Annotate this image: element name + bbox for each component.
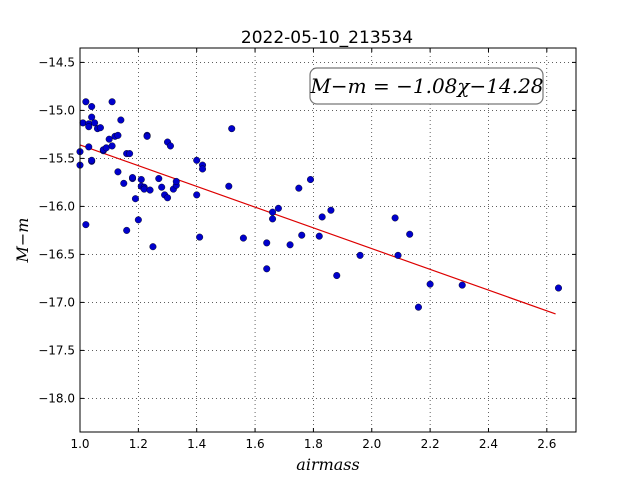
data-point <box>286 241 294 249</box>
data-point <box>554 284 562 292</box>
data-point <box>131 195 139 203</box>
data-point <box>295 184 303 192</box>
data-point <box>263 239 271 247</box>
x-tick-label: 2.2 <box>421 437 440 451</box>
data-point <box>239 234 247 242</box>
data-point <box>96 124 104 132</box>
data-point <box>318 213 326 221</box>
x-tick-label: 1.8 <box>304 437 323 451</box>
data-point <box>394 251 402 259</box>
data-point <box>137 176 145 184</box>
data-point <box>298 231 306 239</box>
data-point <box>85 123 93 131</box>
data-point <box>406 230 414 238</box>
data-point <box>274 204 282 212</box>
data-point <box>426 280 434 288</box>
data-point <box>108 142 116 150</box>
x-tick-label: 1.4 <box>187 437 206 451</box>
y-axis-label: M−m <box>13 218 32 264</box>
data-point <box>91 119 99 127</box>
data-point <box>155 175 163 183</box>
data-point <box>82 221 90 229</box>
fit-annotation-box: M−m = −1.08χ−14.28 <box>309 67 544 105</box>
data-point <box>79 119 87 127</box>
data-point <box>143 132 151 140</box>
y-tick-label: −15.5 <box>38 151 75 165</box>
data-point <box>228 125 236 133</box>
data-point <box>117 116 125 124</box>
fit-line-layer <box>79 144 556 315</box>
annotation-frame <box>309 67 544 105</box>
data-point <box>129 174 137 182</box>
axis-ticks: 1.0 1.2 1.4 1.6 1.8 2.0 2.2 2.4 2.6 −14.5 −15.0 −15… <box>38 48 576 451</box>
data-point <box>315 232 323 240</box>
data-point <box>225 182 233 190</box>
data-point <box>105 135 113 143</box>
data-point <box>172 177 180 185</box>
data-point <box>140 185 148 193</box>
x-tick-label: 1.2 <box>129 437 148 451</box>
data-points <box>76 98 562 311</box>
x-tick-label: 1.6 <box>246 437 265 451</box>
y-tick-label: −15.0 <box>38 103 75 117</box>
data-point <box>126 150 134 158</box>
data-point <box>123 226 131 234</box>
chart-title: 2022-05-10_213534 <box>241 28 413 48</box>
y-tick-label: −14.5 <box>38 55 75 69</box>
data-point <box>85 143 93 151</box>
y-tick-label: −16.5 <box>38 247 75 261</box>
data-point <box>414 303 422 311</box>
data-point <box>458 281 466 289</box>
data-point <box>108 98 116 106</box>
data-point <box>269 208 277 216</box>
data-point <box>199 165 207 173</box>
data-point <box>134 216 142 224</box>
data-point <box>88 103 96 111</box>
y-tick-label: −17.0 <box>38 295 75 309</box>
y-tick-label: −17.5 <box>38 343 75 357</box>
data-point <box>102 144 110 152</box>
data-point <box>114 131 122 139</box>
data-point <box>88 156 96 164</box>
data-point <box>327 206 335 214</box>
data-point <box>88 113 96 121</box>
data-point <box>149 243 157 251</box>
data-point <box>193 156 201 164</box>
y-tick-label: −18.0 <box>38 391 75 405</box>
y-tick-label: −16.0 <box>38 199 75 213</box>
data-point <box>391 214 399 222</box>
x-tick-label: 2.4 <box>479 437 498 451</box>
x-axis-label: airmass <box>296 455 359 474</box>
data-point <box>193 191 201 199</box>
data-point <box>263 265 271 273</box>
data-point <box>158 183 166 191</box>
x-tick-label: 1.0 <box>70 437 89 451</box>
data-point <box>164 194 172 202</box>
data-point <box>120 179 128 187</box>
fit-equation: M−m = −1.08χ−14.28 <box>309 74 543 98</box>
x-tick-label: 2.0 <box>362 437 381 451</box>
data-point <box>333 272 341 280</box>
data-point <box>166 142 174 150</box>
data-point <box>306 176 314 184</box>
data-point <box>114 168 122 176</box>
data-point <box>356 251 364 259</box>
x-tick-label: 2.6 <box>537 437 556 451</box>
data-point <box>196 233 204 241</box>
fit-line <box>79 144 556 315</box>
plot-frame <box>79 47 577 433</box>
data-point <box>82 98 90 106</box>
grid <box>79 48 576 432</box>
data-point <box>269 215 277 223</box>
data-point <box>146 186 154 194</box>
